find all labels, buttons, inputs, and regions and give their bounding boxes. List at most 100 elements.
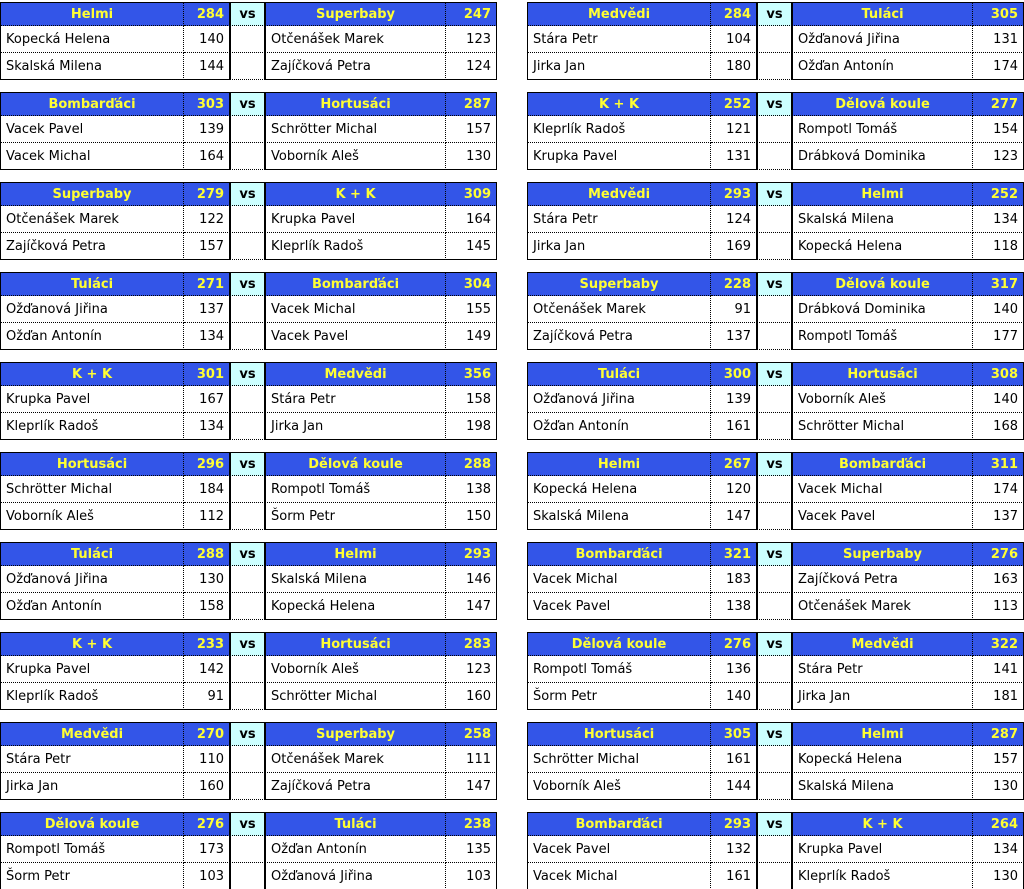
away-player-score: 155 <box>446 296 497 323</box>
home-player-score: 142 <box>184 656 230 683</box>
home-player-name: Krupka Pavel <box>527 143 711 170</box>
home-player-name: Krupka Pavel <box>0 386 184 413</box>
away-player-name: Kleprlík Radoš <box>792 863 973 889</box>
home-player-name: Vacek Michal <box>527 566 711 593</box>
away-player-score: 158 <box>446 386 497 413</box>
away-player-name: Jirka Jan <box>265 413 446 440</box>
home-player-name: Ožďanová Jiřina <box>527 386 711 413</box>
home-team-score: 228 <box>711 272 757 296</box>
vs-spacer-cell <box>757 863 792 889</box>
home-player-name: Zajíčková Petra <box>527 323 711 350</box>
away-player-name: Kopecká Helena <box>792 746 973 773</box>
away-team-score: 293 <box>446 542 497 566</box>
match-column-2: Medvědi 284 vs Tuláci 305 Stára Petr 104… <box>527 2 1024 889</box>
away-player-name: Drábková Dominika <box>792 296 973 323</box>
vs-spacer-cell <box>757 323 792 350</box>
home-team-score: 296 <box>184 452 230 476</box>
away-player-name: Vacek Michal <box>792 476 973 503</box>
vs-spacer-cell <box>230 773 265 800</box>
vs-spacer-cell <box>230 116 265 143</box>
home-player-score: 120 <box>711 476 757 503</box>
away-player-score: 138 <box>446 476 497 503</box>
away-player-name: Schrötter Michal <box>265 116 446 143</box>
home-team-score: 321 <box>711 542 757 566</box>
home-team-name: Bombarďáci <box>527 542 711 566</box>
away-player-name: Zajíčková Petra <box>265 53 446 80</box>
home-player-score: 124 <box>711 206 757 233</box>
vs-spacer-cell <box>757 503 792 530</box>
vs-spacer-cell <box>230 296 265 323</box>
away-team-name: Superbaby <box>792 542 973 566</box>
match-block: Medvědi 270 vs Superbaby 258 Stára Petr … <box>0 722 497 800</box>
away-team-score: 283 <box>446 632 497 656</box>
match-block: K + K 252 vs Dělová koule 277 Kleprlík R… <box>527 92 1024 170</box>
away-player-score: 150 <box>446 503 497 530</box>
away-player-score: 111 <box>446 746 497 773</box>
away-team-name: Dělová koule <box>792 272 973 296</box>
home-player-name: Šorm Petr <box>527 683 711 710</box>
away-team-name: K + K <box>265 182 446 206</box>
home-player-name: Kopecká Helena <box>0 26 184 53</box>
away-player-score: 131 <box>973 26 1024 53</box>
away-player-score: 160 <box>446 683 497 710</box>
home-player-name: Rompotl Tomáš <box>527 656 711 683</box>
away-player-score: 163 <box>973 566 1024 593</box>
home-team-name: Medvědi <box>0 722 184 746</box>
home-team-name: K + K <box>0 632 184 656</box>
home-player-score: 173 <box>184 836 230 863</box>
home-player-score: 144 <box>184 53 230 80</box>
home-team-name: Medvědi <box>527 182 711 206</box>
away-player-name: Voborník Aleš <box>265 143 446 170</box>
vs-spacer-cell <box>230 863 265 889</box>
away-player-score: 147 <box>446 773 497 800</box>
away-team-score: 258 <box>446 722 497 746</box>
vs-spacer-cell <box>757 206 792 233</box>
vs-cell: vs <box>230 2 265 26</box>
away-team-name: Dělová koule <box>265 452 446 476</box>
vs-spacer-cell <box>757 656 792 683</box>
home-team-name: Superbaby <box>0 182 184 206</box>
match-block: Tuláci 271 vs Bombarďáci 304 Ožďanová Ji… <box>0 272 497 350</box>
away-team-name: Hortusáci <box>265 92 446 116</box>
home-player-score: 130 <box>184 566 230 593</box>
home-player-score: 167 <box>184 386 230 413</box>
away-player-name: Krupka Pavel <box>792 836 973 863</box>
away-player-score: 157 <box>973 746 1024 773</box>
away-player-score: 146 <box>446 566 497 593</box>
vs-spacer-cell <box>230 503 265 530</box>
vs-spacer-cell <box>757 683 792 710</box>
home-player-score: 184 <box>184 476 230 503</box>
away-player-score: 168 <box>973 413 1024 440</box>
vs-cell: vs <box>757 272 792 296</box>
vs-spacer-cell <box>230 386 265 413</box>
home-player-score: 110 <box>184 746 230 773</box>
away-player-name: Ožďanová Jiřina <box>265 863 446 889</box>
away-team-score: 322 <box>973 632 1024 656</box>
vs-cell: vs <box>230 362 265 386</box>
home-player-name: Skalská Milena <box>0 53 184 80</box>
away-team-name: Medvědi <box>265 362 446 386</box>
home-team-name: K + K <box>0 362 184 386</box>
away-player-score: 140 <box>973 386 1024 413</box>
match-block: Dělová koule 276 vs Medvědi 322 Rompotl … <box>527 632 1024 710</box>
home-player-name: Zajíčková Petra <box>0 233 184 260</box>
match-block: Medvědi 293 vs Helmi 252 Stára Petr 124 … <box>527 182 1024 260</box>
away-team-name: Superbaby <box>265 2 446 26</box>
away-player-name: Ožďanová Jiřina <box>792 26 973 53</box>
away-player-score: 149 <box>446 323 497 350</box>
away-team-score: 308 <box>973 362 1024 386</box>
home-player-name: Otčenášek Marek <box>0 206 184 233</box>
away-team-score: 309 <box>446 182 497 206</box>
vs-spacer-cell <box>230 26 265 53</box>
vs-cell: vs <box>230 182 265 206</box>
home-player-name: Stára Petr <box>0 746 184 773</box>
home-team-score: 252 <box>711 92 757 116</box>
vs-cell: vs <box>757 92 792 116</box>
vs-spacer-cell <box>230 206 265 233</box>
away-player-score: 113 <box>973 593 1024 620</box>
home-team-score: 305 <box>711 722 757 746</box>
home-player-score: 161 <box>711 863 757 889</box>
vs-spacer-cell <box>757 53 792 80</box>
vs-cell: vs <box>230 272 265 296</box>
away-team-name: Medvědi <box>792 632 973 656</box>
